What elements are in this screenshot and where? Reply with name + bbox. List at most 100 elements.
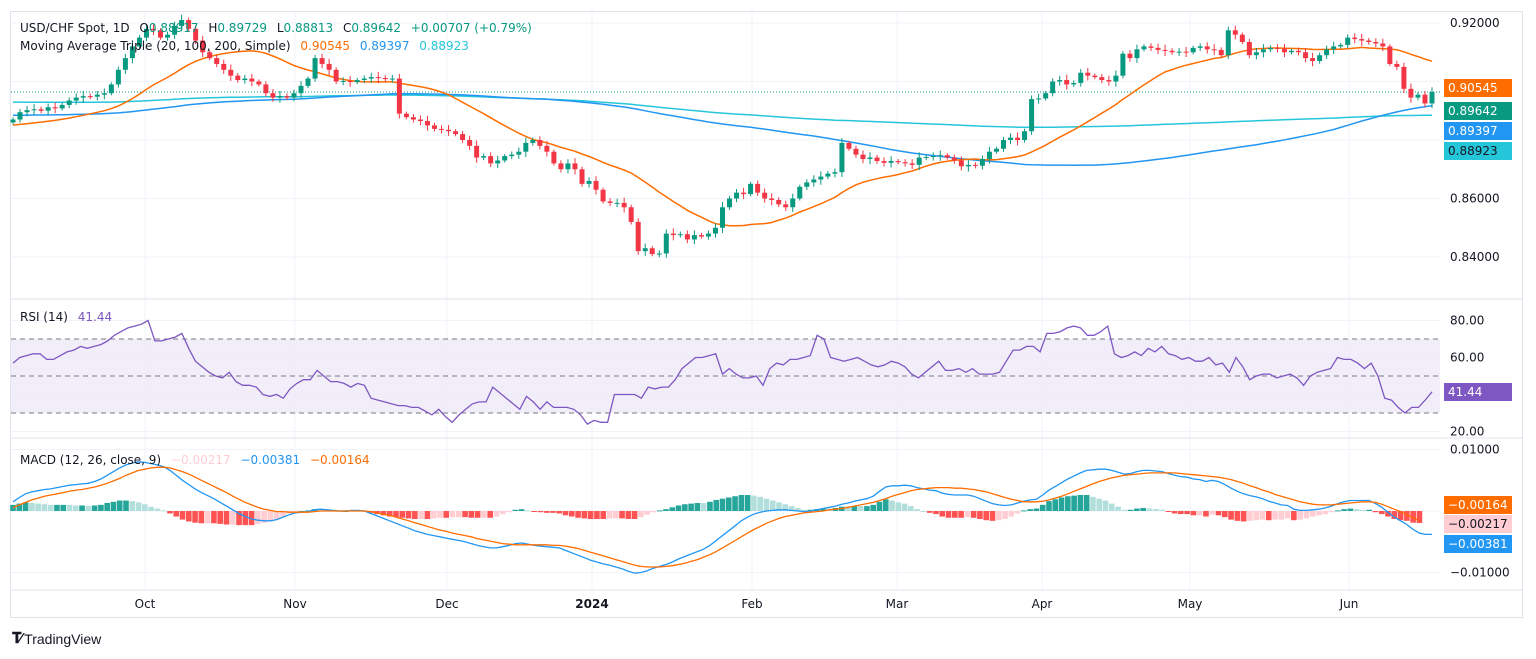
- price-tick: 0.84000: [1450, 250, 1500, 264]
- macd-hist-bar: [386, 511, 393, 517]
- candle-body: [1120, 53, 1126, 76]
- candle-body: [523, 142, 529, 152]
- candle-body: [909, 163, 915, 165]
- macd-hist-bar: [299, 511, 305, 512]
- macd-hist-bar: [1021, 510, 1027, 512]
- candle-body: [1246, 42, 1252, 56]
- candle-body: [1064, 80, 1070, 85]
- candle-body: [1022, 131, 1028, 140]
- time-tick-may: May: [1178, 597, 1203, 611]
- macd-hist-bar: [688, 503, 694, 511]
- macd-hist-bar: [393, 511, 399, 518]
- rsi-value-tag: 41.44: [1444, 383, 1512, 401]
- candle-body: [1183, 51, 1189, 53]
- macd-legend[interactable]: MACD (12, 26, close, 9) −0.00217 −0.0038…: [20, 453, 376, 467]
- macd-hist-bar: [173, 511, 180, 517]
- ma-legend[interactable]: Moving Average Triple (20, 100, 200, Sim…: [20, 39, 475, 53]
- macd-hist-bar: [1027, 509, 1033, 511]
- macd-line-tag: −0.00381: [1444, 535, 1512, 553]
- macd-hist-bar: [1140, 507, 1146, 511]
- rsi-legend[interactable]: RSI (14) 41.44: [20, 310, 118, 324]
- candle-body: [530, 140, 536, 143]
- macd-hist-bar: [29, 503, 35, 511]
- macd-hist-bar: [1134, 508, 1140, 511]
- candle-body: [101, 93, 107, 95]
- macd-hist-bar: [462, 511, 468, 518]
- ma20-value: 0.90545: [300, 39, 350, 53]
- candle-body: [129, 46, 135, 59]
- rsi-value-tag-bg: [1444, 383, 1512, 401]
- macd-hist-bar: [656, 510, 663, 512]
- candle-body: [186, 20, 192, 29]
- ma-legend-title: Moving Average Triple (20, 100, 200, Sim…: [20, 39, 291, 53]
- candle-body: [431, 125, 437, 129]
- candle-body: [769, 198, 775, 200]
- candle-body: [698, 235, 704, 237]
- macd-hist-bar: [142, 504, 148, 511]
- candle-body: [354, 80, 360, 83]
- macd-hist-bar: [776, 502, 782, 511]
- candle-body: [930, 156, 936, 158]
- candle-body: [923, 156, 929, 158]
- candle-body: [1099, 77, 1105, 81]
- candle-body: [684, 234, 690, 240]
- macd-hist-bar: [399, 511, 406, 518]
- time-axis[interactable]: Oct Nov Dec 2024 Feb Mar Apr May Jun: [135, 597, 1359, 611]
- macd-hist-bar: [700, 503, 707, 511]
- macd-hist-bar: [1184, 511, 1190, 515]
- macd-hist-bar: [437, 511, 443, 518]
- rsi-tick: 60.00: [1450, 351, 1484, 365]
- candle-body: [1359, 39, 1365, 41]
- candle-body: [670, 233, 676, 236]
- candle-body: [544, 145, 550, 152]
- price-axis[interactable]: 0.92000 0.86000 0.84000 80.00 60.00 20.00 0.01…: [1450, 16, 1510, 580]
- macd-hist-bar: [135, 502, 142, 511]
- macd-hist-bar: [179, 511, 186, 520]
- ma200-price-tag-text: 0.88923: [1448, 144, 1498, 158]
- ma20-price-tag: 0.90545: [1444, 79, 1512, 97]
- macd-hist-bar: [575, 511, 581, 518]
- candle-body: [207, 52, 213, 59]
- tradingview-logo[interactable]: 𝐓⁄ TradingView: [12, 630, 101, 647]
- rsi-series: [12, 319, 1433, 425]
- macd-hist-bar: [707, 501, 713, 511]
- macd-hist-bar: [989, 511, 996, 521]
- macd-hist-bar: [1404, 511, 1410, 521]
- candle-body: [108, 84, 114, 94]
- candle-body: [1218, 49, 1224, 56]
- candle-body: [1373, 42, 1379, 44]
- candle-body: [242, 78, 248, 81]
- candle-body: [607, 201, 613, 203]
- price-tags: 0.90545 0.89642 0.89397 0.88923 41.44 −0.0016…: [1444, 79, 1512, 553]
- ma20-line: [12, 46, 1433, 227]
- macd-hist-bar: [757, 496, 763, 511]
- candle-body: [642, 248, 648, 252]
- macd-hist-bar: [412, 511, 418, 519]
- ohlc-high: H0.89729: [208, 21, 267, 35]
- macd-signal-tag-bg: [1444, 496, 1512, 514]
- macd-hist-bar: [1303, 511, 1310, 519]
- candle-body: [1338, 44, 1344, 47]
- candle-body: [361, 78, 367, 81]
- close-price-tag-text: 0.89642: [1448, 104, 1498, 118]
- candle-body: [382, 77, 388, 80]
- macd-hist-bar: [1203, 511, 1209, 517]
- candle-body: [193, 28, 199, 41]
- candle-body: [52, 107, 58, 109]
- candle-body: [993, 148, 999, 152]
- candle-body: [1415, 94, 1421, 98]
- candle-body: [158, 30, 164, 38]
- candle-body: [1085, 72, 1091, 76]
- macd-hist-bar: [725, 497, 732, 511]
- candle-body: [649, 248, 655, 255]
- candle-body: [122, 58, 128, 70]
- macd-hist-bar: [186, 511, 192, 522]
- candle-body: [790, 198, 796, 208]
- macd-hist-bar: [60, 504, 67, 511]
- macd-hist-bar: [625, 511, 632, 519]
- macd-hist-bar: [10, 504, 16, 511]
- macd-hist-bar: [1353, 509, 1360, 511]
- candle-body: [902, 162, 908, 164]
- candle-body: [1162, 49, 1168, 51]
